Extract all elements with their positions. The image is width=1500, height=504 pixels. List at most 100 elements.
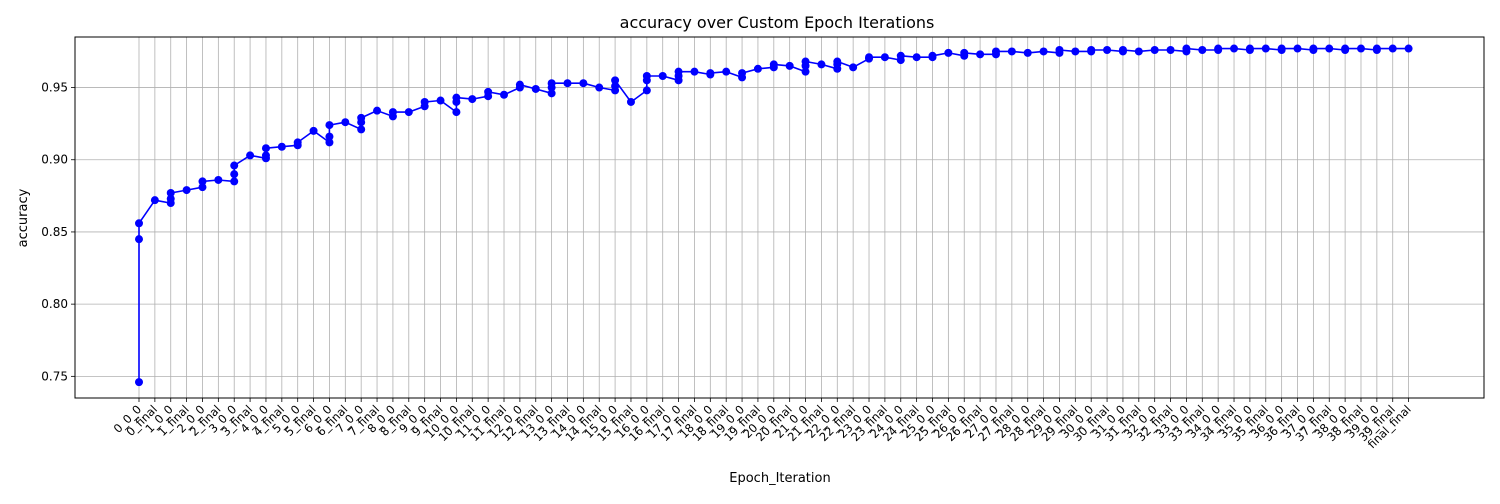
data-point (277, 142, 286, 151)
data-point (182, 186, 191, 195)
data-point (166, 194, 175, 203)
data-point (896, 51, 905, 60)
data-point (404, 108, 413, 117)
data-point (817, 60, 826, 69)
data-point (1214, 44, 1223, 53)
y-tick-label: 0.90 (41, 153, 68, 167)
data-point (166, 188, 175, 197)
data-point (642, 71, 651, 80)
data-point (547, 79, 556, 88)
data-point (515, 80, 524, 89)
data-point (500, 90, 509, 99)
data-point (1309, 44, 1318, 53)
data-point (865, 53, 874, 62)
data-point (246, 151, 255, 160)
data-point (150, 196, 159, 205)
data-point (1055, 45, 1064, 54)
data-point (1198, 45, 1207, 54)
data-point (230, 170, 239, 179)
data-point (309, 126, 318, 135)
data-point (1071, 47, 1080, 56)
y-tick-label: 0.95 (41, 81, 68, 95)
data-point (214, 175, 223, 184)
data-point (452, 108, 461, 117)
y-tick-label: 0.85 (41, 225, 68, 239)
data-point (325, 132, 334, 141)
data-point (976, 50, 985, 59)
data-point (1325, 44, 1334, 53)
data-point (1150, 45, 1159, 54)
plot-frame (74, 36, 1485, 399)
data-point (738, 69, 747, 78)
data-point (880, 53, 889, 62)
data-point (1087, 45, 1096, 54)
data-point (531, 84, 540, 93)
data-point (1261, 44, 1270, 53)
data-point (388, 108, 397, 117)
data-point (944, 48, 953, 57)
data-point (452, 93, 461, 102)
data-point (690, 67, 699, 76)
data-point (230, 177, 239, 186)
data-point (293, 138, 302, 147)
data-point (436, 96, 445, 105)
y-axis-label: accuracy (16, 188, 31, 247)
data-point (484, 87, 493, 96)
data-point (1118, 45, 1127, 54)
data-point (626, 97, 635, 106)
data-point (991, 47, 1000, 56)
x-axis-label: Epoch_Iteration (729, 471, 830, 486)
data-point (1103, 45, 1112, 54)
data-point (1372, 44, 1381, 53)
data-point (198, 183, 207, 192)
data-point (1039, 47, 1048, 56)
data-point (341, 118, 350, 127)
chart-title: accuracy over Custom Epoch Iterations (620, 13, 935, 32)
data-point (642, 86, 651, 95)
data-point (1341, 44, 1350, 53)
data-point (1277, 44, 1286, 53)
x-axis-ticks: 0_0_00_final1_0_01_final2_0_02_final3_0_… (111, 398, 1414, 451)
data-point (928, 51, 937, 60)
data-point (1023, 48, 1032, 57)
data-point (1166, 45, 1175, 54)
data-point (1245, 44, 1254, 53)
data-point (420, 97, 429, 106)
data-point (753, 64, 762, 73)
data-point (261, 144, 270, 153)
data-point (135, 219, 143, 228)
data-point (135, 235, 143, 244)
y-tick-label: 0.75 (41, 369, 68, 383)
data-point (595, 83, 604, 92)
data-point (373, 106, 382, 115)
data-point (1182, 44, 1191, 53)
data-point (1007, 47, 1016, 56)
data-point (849, 63, 858, 72)
data-point (1388, 44, 1397, 53)
data-point (1293, 44, 1302, 53)
data-point (722, 67, 731, 76)
data-point (801, 57, 810, 66)
data-point (833, 57, 842, 66)
data-point (261, 151, 270, 160)
data-point (674, 67, 683, 76)
data-point (135, 378, 143, 387)
grid-lines (75, 37, 1484, 398)
data-point (658, 71, 667, 80)
data-point (357, 113, 366, 122)
data-point (960, 48, 969, 57)
data-point (468, 95, 477, 104)
data-point (325, 121, 334, 130)
data-point (706, 69, 715, 78)
data-point (325, 138, 334, 147)
data-point (912, 53, 921, 62)
data-point (801, 67, 810, 76)
data-point (1404, 44, 1413, 53)
data-point (1134, 47, 1143, 56)
data-point (198, 177, 207, 186)
data-point (611, 76, 620, 85)
data-points (135, 44, 1413, 387)
data-point (563, 79, 572, 88)
data-point (357, 125, 366, 134)
